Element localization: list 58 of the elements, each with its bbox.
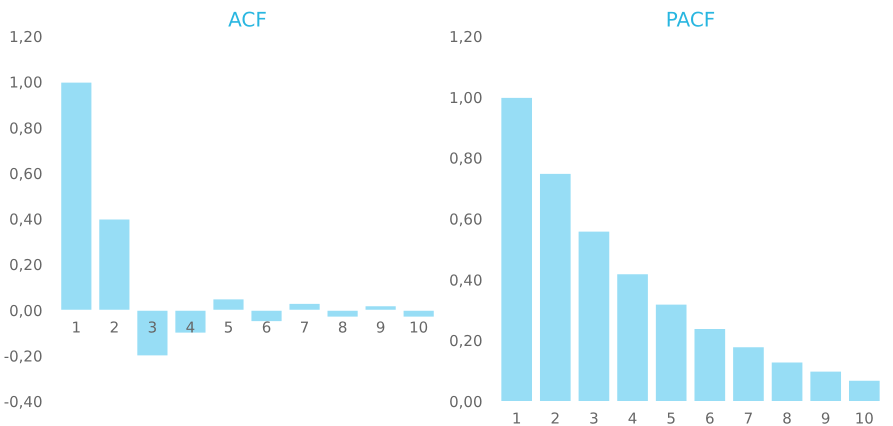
y-tick-label: 0,20 <box>449 332 483 350</box>
x-tick-label: 2 <box>110 318 120 336</box>
y-tick-label: 1,20 <box>449 28 483 46</box>
bar <box>136 310 168 356</box>
x-tick-label: 6 <box>262 318 272 336</box>
bar <box>732 346 765 402</box>
y-tick-label: 1,00 <box>449 88 483 107</box>
y-tick-label: -0,40 <box>4 393 42 411</box>
x-tick-label: 2 <box>550 410 560 426</box>
x-tick-label: 4 <box>186 318 196 336</box>
bar <box>538 172 572 402</box>
y-tick-label: 1,00 <box>9 74 43 92</box>
x-tick-label: 9 <box>820 410 830 426</box>
y-tick-label: 0,80 <box>449 150 483 168</box>
bar <box>616 273 649 402</box>
bar <box>174 310 207 334</box>
x-tick-label: 7 <box>300 318 310 336</box>
y-tick-label: 1,20 <box>9 28 43 46</box>
x-tick-label: 6 <box>705 410 715 426</box>
x-tick-label: 7 <box>744 410 754 426</box>
bar <box>500 96 534 402</box>
bar <box>848 380 881 402</box>
bar <box>364 305 397 311</box>
x-tick-label: 5 <box>224 318 234 336</box>
bar <box>654 304 688 402</box>
y-tick-label: 0,00 <box>449 393 483 411</box>
y-tick-label: 0,60 <box>449 210 483 228</box>
bar <box>402 310 435 318</box>
x-tick-label: 3 <box>148 318 158 336</box>
y-tick-label: 0,80 <box>9 119 43 138</box>
x-tick-label: 10 <box>409 318 428 336</box>
x-tick-label: 5 <box>666 410 676 426</box>
y-tick-label: 0,00 <box>9 302 43 320</box>
bar <box>578 230 610 402</box>
x-tick-label: 4 <box>628 410 638 426</box>
y-tick-label: 0,40 <box>9 210 43 228</box>
y-tick-label: 0,20 <box>9 256 43 274</box>
bar <box>60 82 92 311</box>
x-tick-label: 8 <box>338 318 348 336</box>
x-tick-label: 3 <box>589 410 599 426</box>
bar <box>693 328 726 402</box>
bar <box>212 298 245 311</box>
y-tick-label: 0,40 <box>449 271 483 290</box>
bar <box>288 302 321 311</box>
bar <box>326 310 359 318</box>
chart-title: PACF <box>666 8 716 32</box>
bar <box>250 310 283 322</box>
y-tick-label: 0,60 <box>9 164 43 183</box>
x-tick-label: 10 <box>854 410 874 426</box>
x-tick-label: 1 <box>72 318 82 336</box>
x-tick-label: 9 <box>376 318 386 336</box>
x-tick-label: 1 <box>512 410 522 426</box>
bar <box>770 361 804 402</box>
chart-title: ACF <box>228 8 267 32</box>
y-tick-label: -0,20 <box>4 347 42 366</box>
x-tick-label: 8 <box>782 410 792 426</box>
bar <box>809 370 842 402</box>
bar <box>98 218 130 311</box>
